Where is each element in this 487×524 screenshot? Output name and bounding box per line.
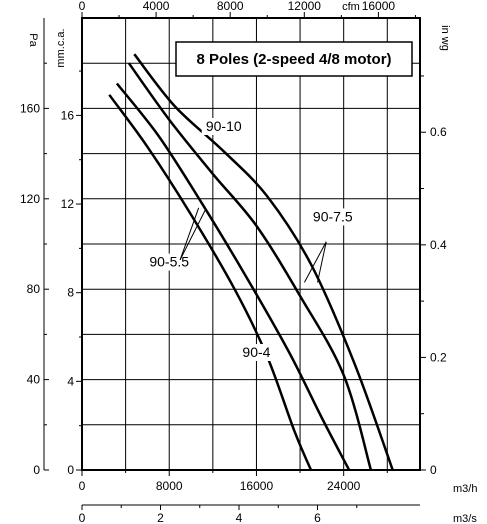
curve-label-bg-90-7-5	[310, 208, 355, 226]
leader-90-5-5-b	[179, 209, 206, 261]
cfm-tick-label: 16000	[362, 0, 396, 13]
inwg-axis-label: in wg	[439, 25, 451, 51]
cfm-axis-label: cfm	[342, 1, 360, 13]
cfm-tick-label: 8000	[217, 0, 244, 13]
inwg-tick-label: 0	[430, 463, 437, 477]
mm-tick-label: 0	[67, 463, 74, 477]
m3s-tick-label: 2	[157, 511, 164, 524]
curve-label-90-4: 90-4	[242, 344, 270, 360]
leader-90-7-5-b	[317, 241, 327, 283]
pa-axis-label: Pa	[27, 33, 39, 47]
mm-tick-label: 8	[67, 286, 74, 300]
curve-90-5-5	[115, 82, 351, 471]
curve-label-bg-90-4	[234, 344, 279, 361]
curve-label-90-5-5: 90-5.5	[149, 254, 189, 270]
m3h-axis-label: m3/h	[453, 483, 477, 495]
curve-label-90-10: 90-10	[206, 118, 242, 134]
chart-axes: 04080120160Pa0481216mm.c.a.00.20.40.6in …	[20, 0, 478, 524]
mm-tick-label: 12	[61, 197, 75, 211]
title-box	[175, 41, 413, 77]
m3h-tick-label: 24000	[327, 479, 361, 493]
curve-label-bg-90-5-5	[147, 253, 192, 271]
m3s-tick-label: 6	[314, 511, 321, 524]
leader-90-5-5-a	[179, 207, 200, 260]
cfm-tick-label: 4000	[143, 0, 170, 13]
m3s-tick-label: 0	[79, 511, 86, 524]
m3h-tick-label: 0	[79, 479, 86, 493]
mm-tick-label: 4	[67, 374, 74, 388]
curve-90-4	[108, 94, 313, 471]
m3h-tick-label: 8000	[156, 479, 183, 493]
curve-label-bg-90-10	[201, 118, 246, 135]
chart-series	[108, 53, 394, 471]
chart-labels: 90-4 90-5.5 90-7.5 90-10	[147, 118, 355, 361]
m3h-tick-label: 16000	[240, 479, 274, 493]
pa-tick-label: 80	[27, 282, 41, 296]
pa-tick-label: 160	[20, 101, 40, 115]
m3s-axis-label: m3/s	[453, 513, 477, 524]
cfm-tick-label: 0	[79, 0, 86, 13]
curve-label-90-7-5: 90-7.5	[313, 208, 353, 224]
curve-90-7-5	[127, 62, 373, 471]
mm-tick-label: 16	[61, 108, 75, 122]
inwg-tick-label: 0.4	[430, 238, 447, 252]
pa-tick-label: 40	[27, 373, 41, 387]
inwg-tick-label: 0.6	[430, 125, 447, 139]
pa-tick-label: 0	[33, 463, 40, 477]
leader-90-7-5-a	[303, 241, 327, 283]
inwg-tick-label: 0.2	[430, 350, 447, 364]
m3s-tick-label: 4	[236, 511, 243, 524]
cfm-tick-label: 12000	[288, 0, 322, 13]
pa-tick-label: 120	[20, 192, 40, 206]
mm-axis-label: mm.c.a.	[55, 28, 67, 67]
chart-title: 8 Poles (2-speed 4/8 motor)	[196, 51, 391, 68]
plot-frame	[81, 17, 421, 471]
curve-90-10	[133, 53, 394, 471]
